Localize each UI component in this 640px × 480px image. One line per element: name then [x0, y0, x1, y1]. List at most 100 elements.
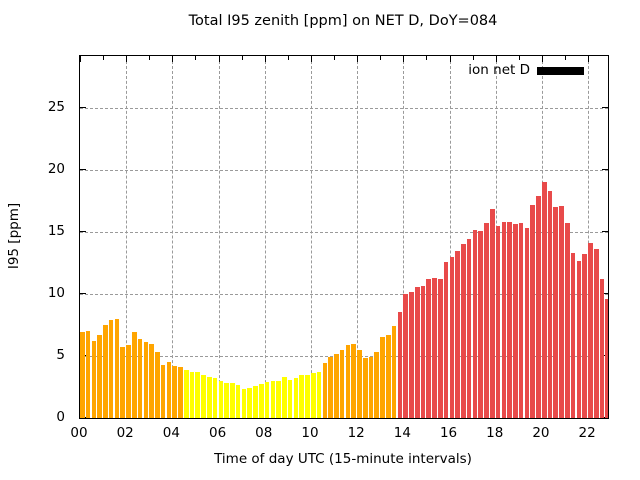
chart-bar	[570, 253, 576, 418]
chart-bar	[530, 204, 535, 418]
chart-bar	[247, 387, 253, 418]
chart-bar	[518, 223, 524, 418]
chart-bar	[449, 256, 455, 418]
plot-area	[79, 55, 609, 419]
x-tick-label: 10	[301, 425, 319, 441]
chart-bar	[409, 291, 414, 418]
x-tick-label: 02	[116, 425, 134, 441]
x-tick-mark	[149, 56, 151, 60]
y-tick-mark	[602, 355, 608, 356]
chart-bar	[420, 285, 426, 418]
x-tick-mark	[565, 56, 567, 60]
x-tick-mark	[103, 56, 105, 60]
chart-bar	[212, 378, 218, 418]
x-tick-label: 14	[393, 425, 411, 441]
x-tick-mark	[172, 56, 174, 62]
x-tick-mark	[449, 56, 451, 62]
chart-bar	[599, 279, 605, 418]
chart-bar	[374, 352, 380, 418]
x-tick-mark	[218, 56, 220, 62]
x-tick-label: 22	[578, 425, 596, 441]
legend-swatch	[537, 67, 584, 75]
chart-bar	[334, 354, 339, 418]
y-tick-mark	[602, 169, 608, 171]
chart-bar	[253, 386, 258, 418]
chart-bar	[103, 325, 108, 418]
chart-bar	[97, 334, 102, 418]
x-tick-label: 18	[486, 425, 504, 441]
chart-bar	[328, 357, 333, 418]
chart-bar	[426, 279, 432, 418]
chart-bar	[472, 229, 478, 418]
chart-bar	[120, 347, 125, 418]
x-tick-mark	[403, 56, 405, 62]
chart-bar	[114, 318, 120, 418]
x-tick-mark	[357, 56, 359, 62]
chart-bar	[541, 182, 547, 418]
chart-bar	[108, 320, 114, 418]
chart-bar	[443, 261, 449, 418]
v-gridline	[126, 56, 128, 418]
chart-bar	[478, 230, 484, 418]
chart-bar	[305, 374, 310, 418]
y-tick-label: 0	[56, 409, 65, 425]
v-gridline	[218, 56, 220, 418]
chart-bar	[183, 370, 189, 418]
chart-bar	[293, 377, 299, 418]
y-tick-mark	[602, 231, 608, 233]
y-tick-mark	[602, 107, 608, 109]
y-tick-label: 20	[47, 161, 65, 178]
chart-bar	[241, 388, 247, 418]
chart-bar	[230, 383, 235, 418]
y-tick-label: 25	[47, 99, 65, 116]
chart-bar	[91, 341, 97, 418]
chart-bar	[559, 206, 564, 418]
chart-bar	[391, 326, 397, 418]
chart-bar	[386, 334, 391, 418]
chart-bar	[380, 337, 385, 418]
v-gridline	[588, 56, 590, 418]
chart-bar	[218, 380, 224, 418]
x-tick-label: 12	[347, 425, 365, 441]
chart-bar	[495, 225, 501, 418]
chart-bar	[565, 223, 570, 418]
y-tick-mark	[80, 169, 86, 171]
x-tick-mark	[495, 56, 497, 62]
chart-bar	[466, 239, 472, 418]
chart-bar	[593, 248, 599, 418]
legend: ion net D	[0, 62, 640, 80]
y-tick-mark	[602, 417, 608, 418]
x-tick-mark	[518, 56, 520, 60]
chart-bar	[507, 222, 512, 418]
v-gridline	[172, 56, 174, 418]
chart-bar	[287, 379, 293, 418]
chart-title: Total I95 zenith [ppm] on NET D, DoY=084	[188, 13, 498, 29]
x-tick-mark	[264, 56, 266, 62]
chart-bar	[351, 344, 356, 418]
h-gridline	[80, 108, 608, 110]
chart-bar	[339, 349, 345, 418]
chart-bar	[582, 253, 587, 418]
chart-bar	[605, 299, 608, 418]
chart-bar	[276, 381, 281, 418]
chart-bar	[357, 350, 362, 418]
chart-bar	[178, 367, 183, 418]
chart-bar	[461, 244, 466, 418]
h-gridline	[80, 294, 608, 296]
x-tick-label: 08	[255, 425, 273, 441]
chart-bar	[362, 357, 368, 418]
chart-bar	[160, 364, 166, 418]
v-gridline	[403, 56, 405, 418]
chart-bar	[189, 372, 195, 418]
chart-bar	[131, 332, 137, 418]
x-tick-label: 00	[70, 425, 88, 441]
chart-bar	[588, 243, 593, 418]
chart-bar	[80, 332, 85, 418]
y-tick-mark	[80, 107, 86, 109]
h-gridline	[80, 170, 608, 172]
chart-bar	[524, 228, 530, 418]
chart-bar	[224, 382, 229, 418]
chart-bar	[513, 223, 518, 418]
chart-bar	[126, 344, 131, 418]
x-tick-mark	[126, 56, 128, 62]
